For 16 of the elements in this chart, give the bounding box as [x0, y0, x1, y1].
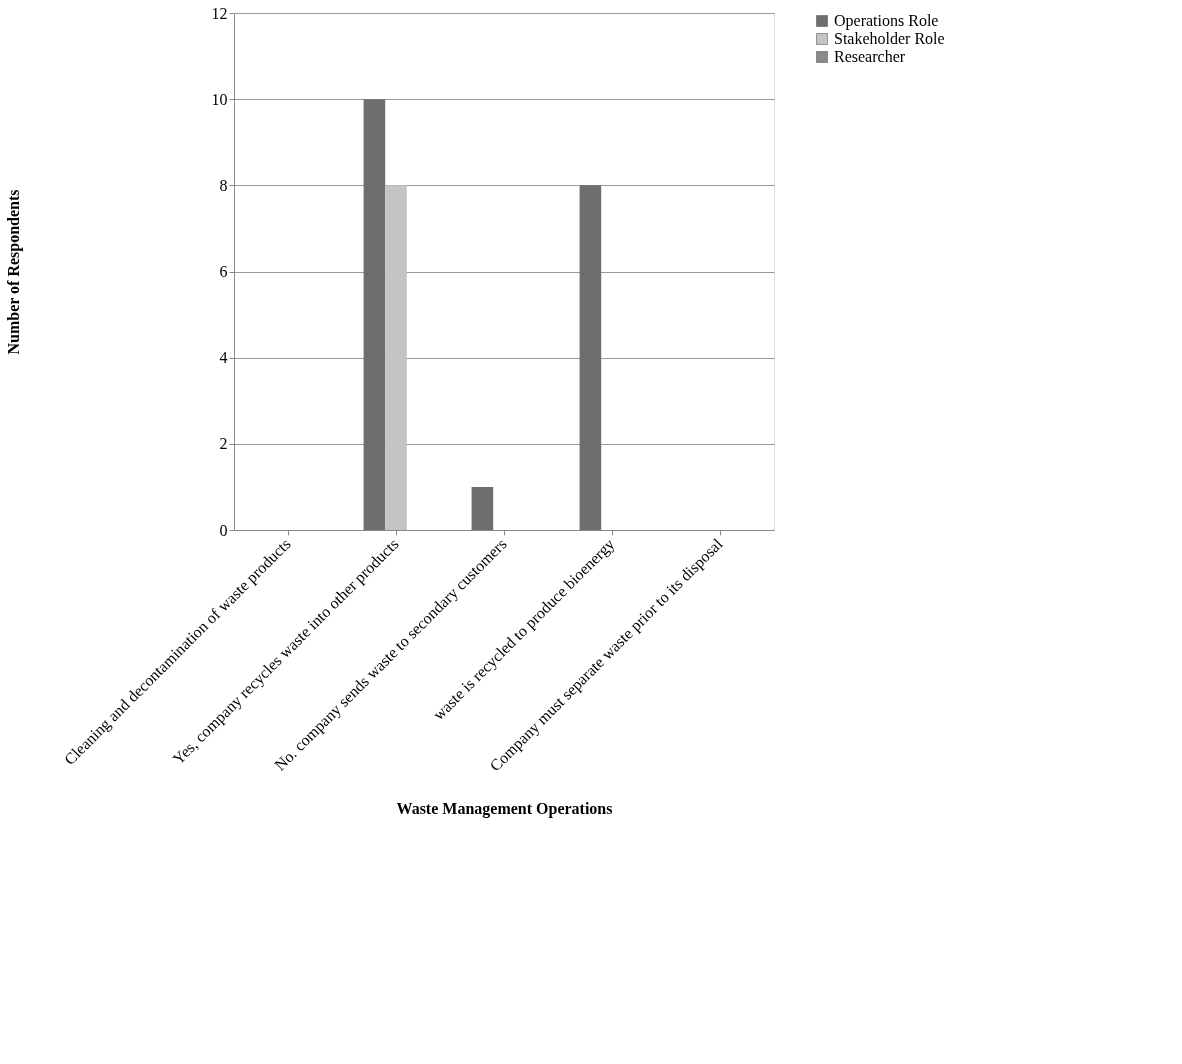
- y-tick-label: 4: [219, 349, 228, 367]
- y-tick-label: 12: [211, 4, 228, 22]
- y-axis-title: Number of Respondents: [4, 189, 23, 355]
- legend-label: Operations Role: [834, 12, 939, 30]
- bar: [471, 486, 494, 530]
- bar: [363, 99, 386, 530]
- legend-label: Stakeholder Role: [834, 30, 945, 47]
- y-tick-label: 10: [211, 90, 228, 108]
- y-tick-label: 2: [219, 435, 228, 453]
- y-tick-label: 6: [219, 263, 228, 280]
- bar: [385, 185, 407, 530]
- y-tick-label: 0: [219, 521, 228, 539]
- y-tick-label: 8: [219, 176, 228, 194]
- legend-label: Researcher: [834, 48, 906, 65]
- bar: [579, 185, 602, 530]
- x-axis-title: Waste Management Operations: [396, 799, 613, 818]
